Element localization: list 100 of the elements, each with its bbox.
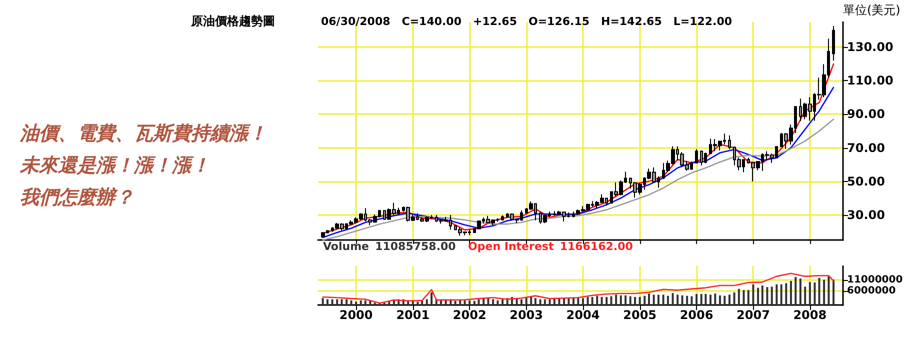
bar [454,300,456,305]
bar [662,294,664,305]
bar [766,287,768,305]
bar [421,300,424,305]
bar [752,284,754,305]
bar [606,296,608,305]
x-tick-label: 2006 [680,308,714,322]
bar [700,294,702,305]
bar [620,295,622,305]
bar [544,299,546,305]
line-series [322,63,834,234]
bar [534,298,536,305]
bar [832,280,835,305]
bar [548,299,551,305]
bar [747,290,750,305]
bar [738,288,740,305]
bar [577,298,580,305]
bar [761,286,764,305]
candlestick [543,214,547,224]
bar [596,296,598,305]
bar [572,298,575,305]
bar [444,300,447,305]
bar [794,277,797,305]
bar [336,299,338,305]
bar [780,284,782,305]
text: Volume [323,240,369,253]
bar [586,296,589,305]
bar [690,296,693,305]
bar [388,302,390,305]
bar [364,300,366,305]
line-series [322,86,834,238]
bar [728,294,730,305]
bar [790,280,792,305]
bar [459,300,462,305]
candlestick [704,152,707,164]
y-tick-label: 110.00 [847,74,894,88]
bar [696,294,698,305]
bar [672,293,674,305]
chart-subtitle: 06/30/2008 C=140.00 +12.65 O=126.15 H=142.65 L=122.00 [321,15,732,28]
x-tick-label: 2005 [623,308,657,322]
chart-title: 原油價格趨勢圖 [190,14,275,28]
x-tick-label: 2002 [452,308,486,322]
bar [568,298,570,305]
bar [818,278,820,305]
bar [326,299,328,305]
bar [718,295,721,305]
bar [681,295,684,305]
bar [416,302,419,305]
bar [591,296,594,305]
bar [724,296,726,305]
candlestick [501,214,504,222]
bar [804,286,806,305]
candlestick [728,134,731,150]
candlestick [477,220,481,230]
line-series [322,272,834,304]
y-tick-label: 30.00 [847,208,885,222]
bar [615,294,618,305]
bar [600,296,603,305]
line-series [322,118,834,241]
bar [539,299,542,305]
bar [450,300,452,305]
bar [502,299,504,305]
bar [520,299,522,305]
bar [686,296,688,305]
bar [644,296,646,305]
candlestick [832,25,835,62]
x-tick-label: 2008 [793,308,827,322]
bar [487,298,490,305]
bar [426,299,428,305]
bar [496,300,499,305]
x-tick-label: 2001 [396,308,430,322]
text: 未來還是漲！漲！漲！ [19,154,210,176]
text: 油價、電費、瓦斯費持續漲！ [19,122,267,144]
annotation: 1166162.00 [560,240,634,253]
bar [657,294,660,305]
y-tick-label: 70.00 [847,140,885,155]
bar [624,295,627,305]
y-tick-label: 11000000 [847,274,903,286]
bar [430,292,433,305]
bar [799,278,802,305]
x-tick-label: 2003 [510,308,543,322]
text: Open Interest [468,240,554,253]
bar [440,300,442,305]
bar [322,298,324,305]
bar [634,296,636,305]
bar [776,284,778,305]
bar [676,294,679,305]
bar [582,298,584,305]
bar [346,299,348,305]
x-tick-label: 2007 [736,308,770,322]
x-tick-label: 2004 [566,308,600,322]
bar [629,296,632,305]
bar [492,299,494,305]
bar [468,300,471,305]
bar [392,300,395,305]
bar [704,294,707,305]
bar [823,280,826,305]
bar [808,282,811,305]
bar [355,302,358,305]
bar [331,299,334,305]
